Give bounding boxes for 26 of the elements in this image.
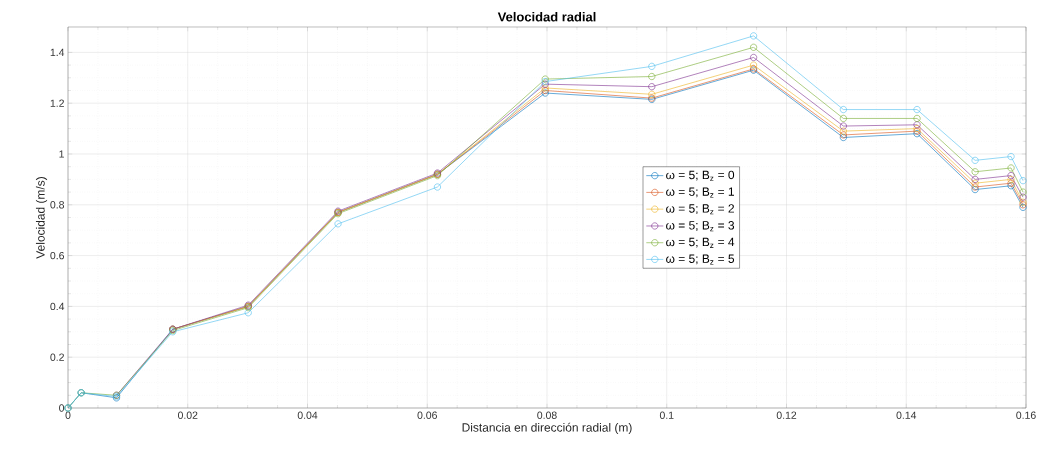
y-tick-label: 0 — [59, 404, 65, 412]
x-tick-label: 0.04 — [297, 411, 318, 419]
y-tick-label: 0.2 — [50, 353, 64, 361]
x-tick-label: 0.1 — [659, 411, 674, 419]
x-tick-label: 0 — [65, 411, 71, 419]
x-tick-label: 0.14 — [896, 411, 917, 419]
legend-label: ω = 5; B$_{z}$ = 0 — [666, 170, 735, 181]
y-tick-label: 0.6 — [50, 251, 65, 260]
legend-label: ω = 5; B$_{z}$ = 5 — [666, 254, 735, 265]
x-axis-title: Distancia en dirección radial (m) — [462, 422, 632, 435]
legend-label: ω = 5; B$_{z}$ = 4 — [666, 237, 735, 248]
x-tick-label: 0.08 — [537, 411, 557, 419]
legend-label: ω = 5; B$_{z}$ = 3 — [666, 221, 735, 232]
y-axis-title: Velocidad (m/s) — [35, 177, 48, 259]
legend-label: ω = 5; B$_{z}$ = 2 — [666, 204, 734, 215]
y-tick-label: 1.4 — [50, 48, 65, 56]
legend-label: ω = 5; B$_{z}$ = 1 — [666, 187, 734, 198]
x-tick-label: 0.16 — [1016, 411, 1036, 419]
y-tick-label: 1 — [59, 150, 64, 158]
y-tick-label: 1.2 — [50, 99, 64, 107]
x-tick-label: 0.12 — [776, 411, 797, 419]
x-tick-label: 0.02 — [177, 411, 198, 419]
x-tick-label: 0.06 — [417, 411, 437, 419]
chart-title: Velocidad radial — [497, 11, 596, 22]
y-tick-label: 0.8 — [50, 201, 65, 209]
y-tick-label: 0.4 — [50, 302, 65, 311]
